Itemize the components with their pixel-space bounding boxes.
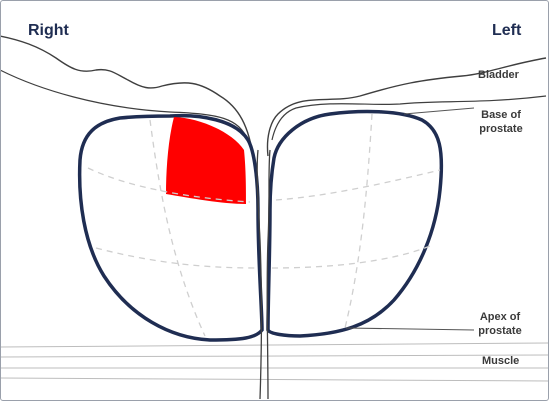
bladder-outline <box>0 35 547 157</box>
apex-label-line2: prostate <box>478 325 522 337</box>
left-lobe <box>266 109 444 338</box>
base-label-line1: Base <box>481 109 511 121</box>
base-label-line3: prostate <box>479 123 523 135</box>
muscle-layer <box>0 342 549 382</box>
apex-of-prostate-label: Apex of prostate <box>472 310 528 338</box>
right-lobe <box>77 113 264 342</box>
base-of-prostate-label: Base of prostate <box>474 108 528 136</box>
highlighted-zone <box>166 117 246 204</box>
zone-grid-lines <box>87 113 441 337</box>
base-label-line2: of <box>510 109 521 121</box>
bladder-neck-lines <box>0 69 547 141</box>
side-label-left: Left <box>492 22 522 39</box>
muscle-label: Muscle <box>482 355 520 367</box>
urethra <box>256 149 271 400</box>
bladder-label: Bladder <box>478 69 519 81</box>
leader-lines <box>345 107 475 331</box>
side-label-right: Right <box>28 22 69 39</box>
apex-label-line1: Apex of <box>479 311 521 323</box>
